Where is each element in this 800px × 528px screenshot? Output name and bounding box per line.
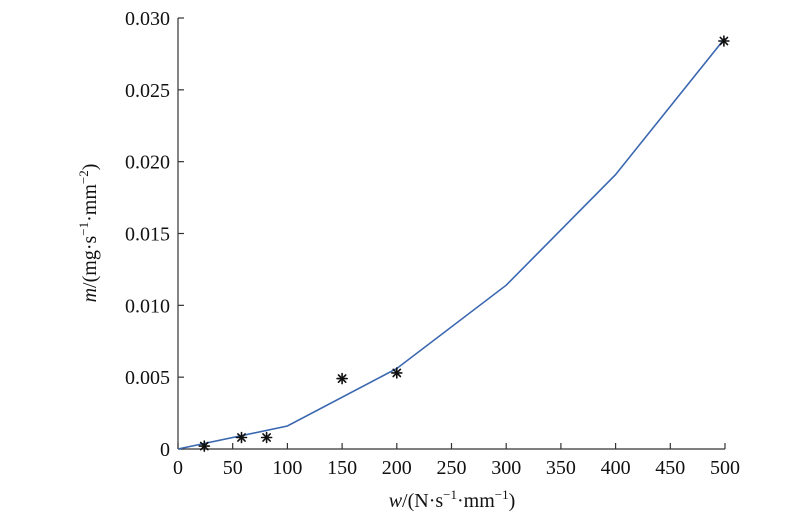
- y-label-mid: ·mm: [79, 184, 101, 222]
- x-label-prefix: /(N·s: [402, 490, 443, 512]
- y-tick-label: 0.030: [125, 8, 170, 30]
- data-point: [390, 367, 403, 379]
- y-tick-label: 0.015: [125, 224, 170, 246]
- x-tick-label: 250: [437, 457, 467, 479]
- y-label-prefix: /(mg·s: [79, 236, 101, 288]
- x-tick-label: 450: [655, 457, 685, 479]
- x-tick-label: 200: [382, 457, 412, 479]
- x-label-italic: w: [389, 490, 403, 512]
- data-point: [336, 372, 348, 385]
- ticks: 0 0.005 0.010 0.015 0.020 0.025 0.030 0 50 100 150…: [125, 8, 740, 479]
- data-point: [718, 35, 730, 47]
- y-tick-label: 0.010: [125, 295, 170, 317]
- asterisk-stroke: [392, 368, 402, 378]
- asterisk-stroke: [237, 433, 246, 442]
- series-line: [177, 37, 726, 450]
- x-tick-label: 350: [546, 457, 576, 479]
- data-point: [235, 431, 248, 444]
- x-label-sup2: −1: [495, 487, 509, 502]
- data-point: [198, 440, 211, 452]
- x-tick-label: 500: [710, 457, 740, 479]
- x-tick-label: 300: [491, 457, 521, 479]
- y-label-suffix: ): [79, 164, 101, 171]
- data-point: [260, 431, 273, 444]
- x-tick-label: 0: [173, 457, 183, 479]
- series-markers-layer: [198, 35, 730, 452]
- x-axis-label: w/(N·s−1·mm−1): [389, 487, 516, 512]
- y-label-italic: m: [79, 288, 101, 302]
- y-tick-label: 0: [160, 439, 170, 461]
- x-tick-label: 50: [223, 457, 243, 479]
- asterisk-stroke: [719, 36, 729, 46]
- x-label-sup1: −1: [443, 487, 457, 502]
- axes: [177, 18, 725, 450]
- x-tick-label: 150: [327, 457, 357, 479]
- asterisk-stroke: [337, 374, 347, 384]
- asterisk-stroke: [199, 441, 209, 451]
- y-axis-label: m/(mg·s−1·mm−2): [76, 164, 101, 303]
- x-tick-label: 400: [601, 457, 631, 479]
- y-label-sup1: −1: [76, 222, 91, 236]
- y-tick-label: 0.025: [125, 80, 170, 102]
- y-label-sup2: −2: [76, 170, 91, 184]
- y-tick-label: 0.020: [125, 152, 170, 174]
- asterisk-stroke: [262, 433, 272, 442]
- x-tick-label: 100: [272, 457, 302, 479]
- x-label-mid: ·mm: [457, 490, 495, 512]
- x-label-suffix: ): [509, 490, 516, 512]
- y-tick-label: 0.005: [125, 367, 170, 389]
- series-line-layer: [177, 37, 726, 450]
